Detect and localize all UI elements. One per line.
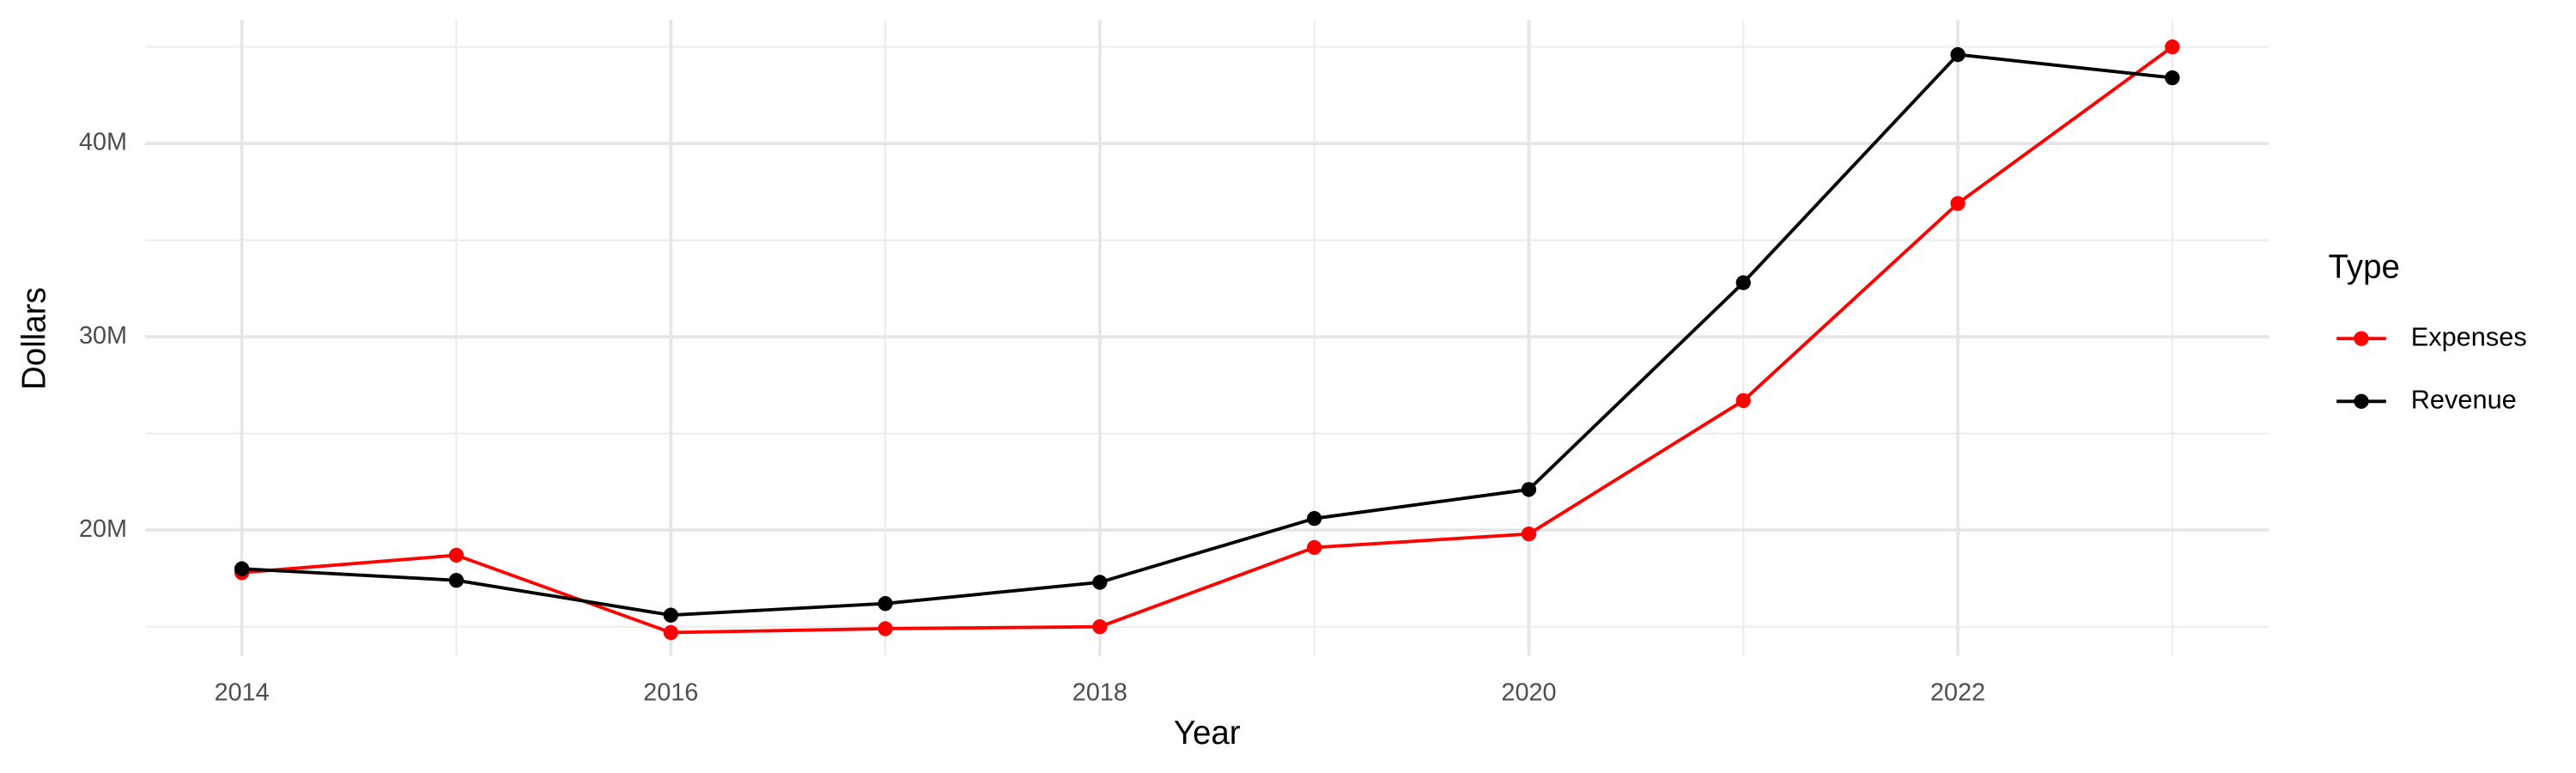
x-tick-label: 2020 (1501, 679, 1556, 706)
x-tick-label: 2014 (215, 679, 270, 706)
legend-label: Revenue (2411, 384, 2517, 414)
data-point (1307, 539, 1322, 556)
legend-key-point (2354, 393, 2369, 409)
series-line (241, 46, 2174, 635)
data-point (878, 596, 893, 612)
data-point (1735, 275, 1751, 290)
data-point (1950, 196, 1965, 211)
data-point (1950, 46, 1965, 63)
data-point (1092, 575, 1108, 590)
legend-label: Expenses (2411, 321, 2527, 351)
x-tick-label: 2022 (1930, 679, 1985, 706)
plot-area (234, 39, 2180, 641)
grid (145, 20, 2269, 656)
y-tick-label: 40M (79, 129, 127, 156)
x-axis-title: Year (1174, 715, 1241, 752)
data-point (663, 624, 678, 641)
legend-title: Type (2329, 249, 2400, 286)
y-tick-label: 30M (79, 322, 127, 350)
data-point (448, 573, 465, 588)
data-point (1092, 619, 1108, 635)
data-point (1521, 482, 1537, 497)
data-point (1307, 511, 1322, 526)
data-point (2165, 70, 2180, 86)
y-axis-title: Dollars (15, 287, 52, 390)
x-tick-label: 2018 (1072, 679, 1127, 706)
data-point (1735, 393, 1751, 409)
data-point (234, 561, 250, 576)
data-point (663, 607, 678, 623)
data-point (878, 621, 893, 636)
data-point (1521, 526, 1537, 542)
series-line (241, 52, 2173, 618)
data-point (2165, 39, 2180, 55)
x-tick-label: 2016 (643, 679, 698, 706)
y-tick-label: 20M (79, 515, 127, 543)
data-point (448, 547, 465, 563)
legend-key-point (2354, 331, 2369, 346)
